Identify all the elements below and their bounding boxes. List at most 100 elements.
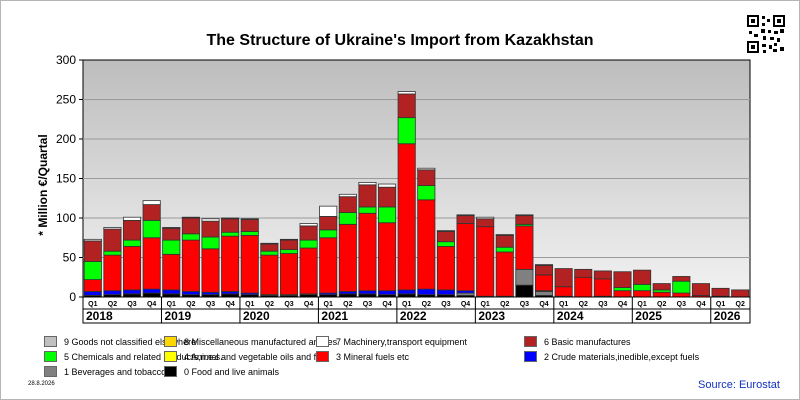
legend-swatch — [164, 366, 177, 377]
bar-segment — [378, 186, 397, 208]
bar-segment — [691, 283, 710, 296]
bar-segment — [83, 279, 102, 292]
quarter-label: Q3 — [206, 301, 215, 308]
bar-segment — [358, 206, 377, 214]
legend-label: 5 Chemicals and related products,n.e.s. — [64, 351, 223, 362]
bar-segment — [378, 222, 397, 292]
quarter-label: Q4 — [382, 301, 391, 308]
bar-segment — [593, 278, 612, 297]
bar-stack — [142, 200, 161, 298]
bar-segment — [417, 185, 436, 201]
qr-code — [746, 14, 786, 54]
quarter-label: Q4 — [304, 301, 313, 308]
bar-segment — [613, 290, 632, 298]
bar-segment — [456, 214, 475, 217]
bar-segment — [358, 290, 377, 295]
bar-segment — [142, 288, 161, 294]
bar-segment — [397, 117, 416, 145]
legend-swatch — [316, 351, 329, 362]
bar-segment — [633, 269, 652, 285]
bar-segment — [672, 276, 691, 282]
legend-item: 2 Crude materials,inedible,except fuels — [524, 351, 699, 362]
quarter-label: Q1 — [559, 301, 568, 308]
bar-segment — [162, 289, 181, 295]
bar-segment — [358, 184, 377, 208]
legend-swatch — [164, 351, 177, 362]
bar-stack — [417, 167, 436, 298]
year-band — [82, 308, 751, 324]
legend-label: 3 Mineral fuels etc — [336, 351, 410, 362]
bar-segment — [633, 290, 652, 298]
bar-stack — [672, 276, 691, 298]
bar-segment — [260, 242, 279, 245]
bar-segment — [417, 169, 436, 187]
bar-segment — [417, 199, 436, 290]
bar-segment — [123, 216, 142, 221]
quarter-label: Q2 — [186, 301, 195, 308]
bar-segment — [554, 268, 573, 288]
bar-segment — [338, 223, 357, 292]
bar-segment — [456, 215, 475, 224]
bar-stack — [123, 216, 142, 298]
bar-segment — [240, 234, 259, 294]
legend-item: 0 Food and live animals — [164, 366, 279, 377]
legend-label: 1 Beverages and tobacco — [64, 366, 167, 377]
bar-segment — [672, 292, 691, 298]
legend-item: 7 Machinery,transport equipment — [316, 336, 467, 347]
quarter-label: Q1 — [402, 301, 411, 308]
bar-stack — [279, 238, 299, 298]
bar-segment — [142, 292, 161, 298]
year-label: 2024 — [557, 309, 584, 323]
bar-segment — [279, 239, 299, 250]
bar-segment — [554, 286, 573, 297]
bar-segment — [299, 247, 318, 295]
year-label: 2019 — [164, 309, 191, 323]
bar-segment — [731, 289, 750, 298]
bar-stack — [515, 214, 534, 298]
bar-segment — [338, 212, 357, 225]
bar-segment — [652, 283, 671, 291]
bar-stack — [378, 183, 397, 298]
bar-segment — [397, 289, 416, 295]
date-stamp: 28.8.2026 — [28, 381, 55, 387]
quarter-label: Q4 — [461, 301, 470, 308]
quarter-label: Q2 — [736, 301, 745, 308]
legend-swatch — [524, 336, 537, 347]
quarter-label: Q3 — [127, 301, 136, 308]
quarter-label: Q2 — [500, 301, 509, 308]
bar-segment — [574, 268, 593, 278]
y-tick-label: 200 — [56, 132, 76, 146]
bar-segment — [103, 250, 122, 256]
bar-segment — [181, 233, 200, 241]
legend-swatch — [44, 336, 57, 347]
quarter-label: Q4 — [539, 301, 548, 308]
bar-segment — [142, 200, 161, 205]
bar-segment — [299, 225, 318, 241]
year-label: 2025 — [635, 309, 662, 323]
y-tick-label: 100 — [56, 211, 76, 225]
year-label: 2018 — [86, 309, 113, 323]
bar-segment — [103, 227, 122, 230]
bar-segment — [476, 216, 495, 220]
bar-segment — [319, 237, 338, 294]
quarter-label: Q2 — [422, 301, 431, 308]
bar-segment — [201, 248, 220, 293]
legend-label: 6 Basic manufactures — [544, 336, 631, 347]
legend-item: 1 Beverages and tobacco — [44, 366, 166, 377]
bar-segment — [495, 251, 514, 297]
bar-segment — [319, 205, 338, 217]
bar-segment — [201, 236, 220, 250]
bar-segment — [397, 91, 416, 95]
bar-stack — [358, 182, 377, 298]
legend-swatch — [44, 351, 57, 362]
quarter-label: Q4 — [696, 301, 705, 308]
bar-stack — [613, 271, 632, 298]
y-tick-labels: 0 50 100 150 200 250 300 — [56, 53, 83, 304]
bar-segment — [240, 231, 259, 236]
bar-segment — [279, 249, 299, 254]
bar-segment — [142, 219, 161, 239]
legend-label: 4 Animal and vegetable oils and fats — [184, 351, 329, 362]
bar-segment — [476, 218, 495, 228]
year-label: 2026 — [714, 309, 741, 323]
